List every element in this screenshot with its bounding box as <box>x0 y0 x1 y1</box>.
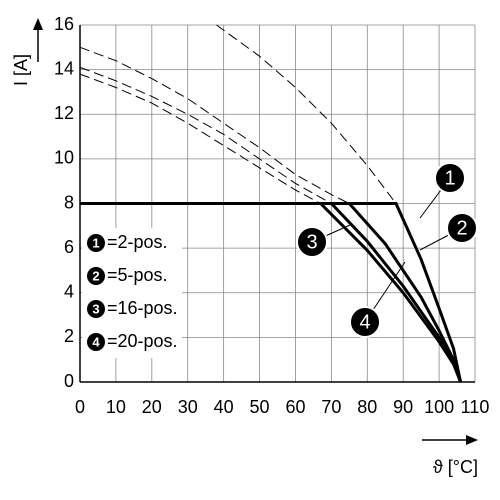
legend-label: =5-pos. <box>107 265 168 285</box>
y-tick-label: 8 <box>64 192 74 212</box>
theoretical-curve <box>79 46 350 204</box>
legend-marker-number: 4 <box>92 334 100 349</box>
y-arrow-head <box>33 18 43 30</box>
x-tick-label: 40 <box>214 397 234 417</box>
theoretical-curve <box>79 73 321 204</box>
legend-marker <box>87 234 105 252</box>
y-tick-label: 12 <box>54 103 74 123</box>
x-tick-label: 10 <box>106 397 126 417</box>
callout-number: 2 <box>456 217 467 239</box>
x-tick-label: 20 <box>142 397 162 417</box>
y-axis-label: I [A] <box>11 54 31 86</box>
theoretical-curve <box>216 24 397 204</box>
callout-circle <box>434 162 466 194</box>
legend-label: =16-pos. <box>107 298 178 318</box>
x-tick-label: 100 <box>424 397 454 417</box>
legend-marker-number: 3 <box>92 301 99 316</box>
callout-number: 4 <box>359 311 370 333</box>
x-tick-label: 0 <box>75 397 85 417</box>
y-tick-label: 2 <box>64 326 74 346</box>
x-tick-label: 90 <box>393 397 413 417</box>
legend-marker-number: 1 <box>92 235 99 250</box>
theoretical-curve <box>79 66 332 204</box>
y-tick-label: 16 <box>54 14 74 34</box>
y-tick-label: 6 <box>64 237 74 257</box>
x-axis-label: ϑ [°C] <box>433 457 478 477</box>
x-tick-label: 50 <box>250 397 270 417</box>
x-tick-label: 110 <box>461 397 490 417</box>
callout-number: 3 <box>306 231 317 253</box>
callout-circle <box>349 306 381 338</box>
y-tick-label: 0 <box>64 371 74 391</box>
y-tick-label: 4 <box>64 282 74 302</box>
y-tick-label: 10 <box>54 148 74 168</box>
callout-number: 1 <box>444 167 455 189</box>
x-tick-label: 30 <box>178 397 198 417</box>
legend-marker <box>87 267 105 285</box>
legend-marker-number: 2 <box>92 268 99 283</box>
callout-circle <box>446 212 478 244</box>
legend-marker <box>87 333 105 351</box>
x-tick-label: 70 <box>321 397 341 417</box>
y-tick-label: 14 <box>54 58 74 78</box>
legend-label: =20-pos. <box>107 331 178 351</box>
x-arrow-head <box>466 435 478 445</box>
legend-label: =2-pos. <box>107 232 168 252</box>
x-tick-label: 80 <box>357 397 377 417</box>
x-tick-label: 60 <box>285 397 305 417</box>
callout-circle <box>296 226 328 258</box>
derating-curve <box>80 202 462 383</box>
legend-marker <box>87 300 105 318</box>
